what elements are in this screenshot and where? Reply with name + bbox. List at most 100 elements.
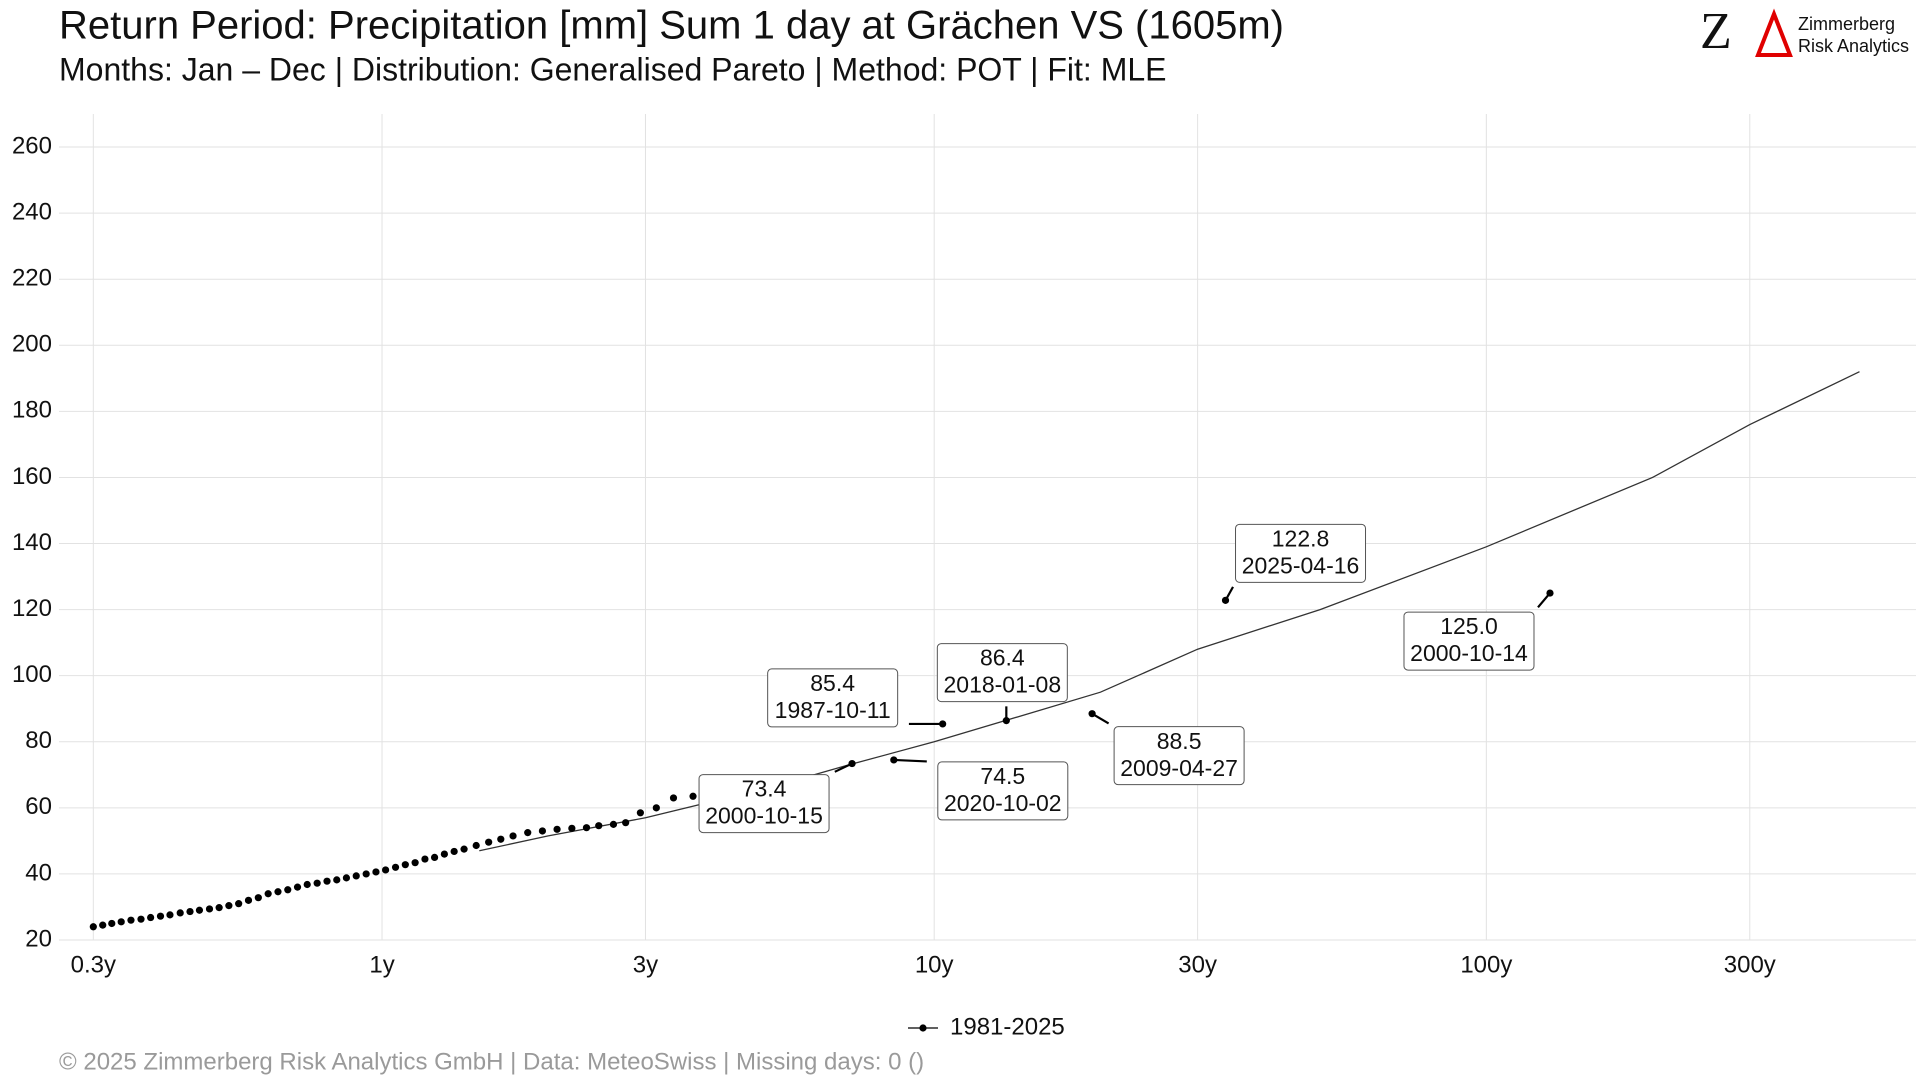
annotation-value: 122.8 [1272, 525, 1330, 551]
annotation-date: 2000-10-14 [1410, 640, 1528, 666]
annotation-date: 2000-10-15 [705, 803, 823, 829]
fit-line [479, 371, 1860, 852]
y-tick-label: 160 [12, 463, 52, 490]
x-tick-label: 100y [1460, 951, 1512, 978]
data-point [147, 913, 155, 922]
annotation-value: 74.5 [980, 763, 1025, 789]
y-tick-label: 80 [25, 727, 52, 754]
data-point [303, 880, 311, 889]
annotation-value: 85.4 [810, 670, 855, 696]
annotation-box [936, 643, 1068, 703]
data-point [636, 809, 644, 817]
data-point [430, 853, 439, 862]
data-point [609, 820, 618, 828]
data-point [108, 919, 116, 928]
logo-delta [1755, 8, 1793, 57]
y-tick-label: 20 [25, 925, 52, 952]
data-point [524, 829, 532, 837]
data-point [595, 822, 603, 830]
legend-marker [919, 1024, 927, 1032]
data-point [176, 909, 184, 917]
data-point [362, 870, 370, 878]
annotation-value: 86.4 [980, 645, 1025, 671]
annotation-date: 2009-04-27 [1120, 755, 1238, 781]
data-point [485, 838, 493, 846]
data-point [156, 912, 165, 920]
annotation-value: 88.5 [1157, 728, 1202, 754]
annotation-date: 2020-10-02 [944, 790, 1062, 816]
leader-line [1091, 712, 1110, 725]
data-point [509, 832, 517, 840]
data-point [352, 872, 360, 880]
annotation-box [1403, 611, 1535, 671]
x-tick-label: 300y [1724, 951, 1776, 978]
annotation-box [767, 668, 899, 728]
data-point [225, 902, 233, 910]
data-point [274, 888, 282, 896]
data-point [568, 824, 576, 832]
x-tick-label: 30y [1178, 951, 1217, 978]
data-point [127, 916, 135, 924]
data-point [284, 886, 292, 894]
data-point [669, 794, 678, 802]
y-tick-label: 260 [12, 132, 52, 159]
leader-line [1224, 586, 1234, 601]
data-point [689, 792, 697, 800]
logo-line2: Risk Analytics [1798, 36, 1909, 56]
data-point [411, 859, 419, 867]
data-point [215, 904, 223, 912]
x-tick-label: 10y [915, 951, 954, 978]
data-point [391, 863, 400, 871]
logo-letter: Z [1700, 3, 1732, 60]
legend-label: 1981-2025 [950, 1013, 1065, 1040]
y-tick-label: 200 [12, 331, 52, 358]
y-tick-label: 40 [25, 859, 52, 886]
data-point [89, 923, 97, 931]
data-point [117, 918, 125, 926]
chart-subtitle: Months: Jan – Dec | Distribution: Genera… [59, 51, 1166, 87]
data-point [582, 824, 591, 832]
data-point [450, 847, 458, 856]
y-tick-label: 100 [12, 661, 52, 688]
data-point [166, 911, 174, 919]
annotation-box [1113, 726, 1245, 786]
data-point [137, 915, 145, 923]
x-tick-label: 1y [369, 951, 394, 978]
data-point [381, 866, 390, 874]
annotation-box [1235, 523, 1367, 583]
data-point [254, 894, 262, 902]
y-tick-label: 120 [12, 595, 52, 622]
data-point [264, 890, 272, 898]
x-tick-label: 0.3y [71, 951, 116, 978]
y-tick-label: 180 [12, 397, 52, 424]
annotation-date: 1987-10-11 [775, 697, 891, 723]
y-tick-label: 60 [25, 793, 52, 820]
data-point [538, 827, 547, 835]
data-point [195, 906, 204, 914]
data-point [323, 877, 331, 885]
logo-line1: Zimmerberg [1798, 14, 1895, 34]
data-point [186, 907, 194, 916]
data-point [401, 861, 409, 869]
data-point [235, 900, 243, 908]
y-tick-label: 140 [12, 529, 52, 556]
data-point [460, 845, 468, 853]
annotation-value: 125.0 [1440, 613, 1498, 639]
data-point [244, 896, 253, 904]
data-point [372, 868, 380, 876]
data-point [342, 874, 351, 882]
leader-line [893, 758, 927, 763]
data-point [205, 905, 214, 913]
x-tick-label: 3y [633, 951, 658, 978]
data-point [622, 819, 630, 827]
y-tick-label: 240 [12, 198, 52, 225]
data-point [313, 879, 321, 887]
data-point [553, 825, 561, 833]
annotation-box [698, 774, 830, 834]
